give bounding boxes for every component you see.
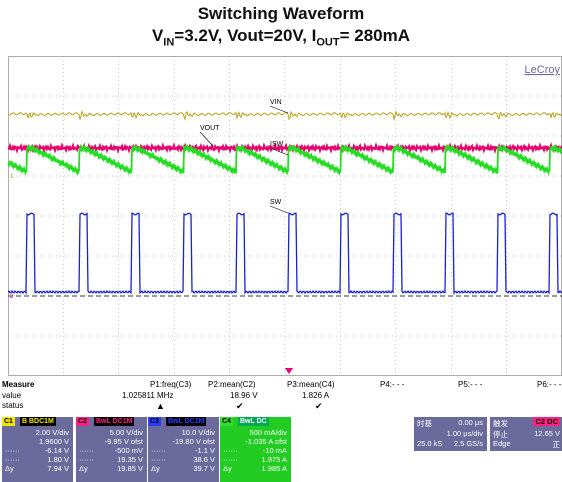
- channel-offset: -19.80 V ofst: [172, 437, 215, 446]
- channel-row-dots: ······: [5, 446, 20, 455]
- channel-vdiv: 2.00 V/div: [35, 428, 69, 437]
- channel-row-dots: ······: [151, 455, 166, 464]
- status-row-label: status: [2, 401, 24, 410]
- channel-vdiv: 500 mA/div: [249, 428, 287, 437]
- channel-readout-2: 19.35 V: [117, 455, 143, 464]
- c2-ground-marker: 2: [10, 294, 14, 300]
- channel-row-delta: Δy: [223, 464, 232, 473]
- trace-label-isw-leader: [269, 147, 289, 156]
- measure-p2-status: ✔: [236, 401, 244, 411]
- channel-coupling-tag: BwL DC1M: [94, 417, 135, 426]
- measure-row-label: Measure: [2, 380, 35, 389]
- channel-coupling-tag: B BDC1M: [20, 417, 56, 426]
- oscilloscope-screen: LeCroy VIN VOUT ISW SW 1 2: [8, 56, 562, 376]
- measure-p3-name[interactable]: P3:mean(C4): [287, 380, 335, 389]
- trigger-position-marker: [285, 368, 293, 374]
- channel-box-c2[interactable]: C2 BwL DC1M 5.00 V/div -9.95 V ofst ······ -5…: [76, 417, 147, 482]
- measure-p2-name[interactable]: P2:mean(C2): [208, 380, 256, 389]
- trace-label-sw: SW: [270, 199, 282, 206]
- timebase-samples: 25.0 kS: [417, 439, 443, 448]
- trace-label-sw-leader: [269, 205, 289, 214]
- channel-offset: -9.95 V ofst: [104, 437, 143, 446]
- trigger-slope: 正: [552, 440, 561, 449]
- channel-row-dots: ······: [223, 455, 238, 464]
- channel-box-c1[interactable]: C1 B BDC1M 2.00 V/div 1.9600 V ······ -6.14 V…: [2, 417, 73, 482]
- channel-row-dots: ······: [5, 455, 20, 464]
- trace-label-vin-leader: [269, 105, 289, 114]
- channel-vdiv: 10.0 V/div: [181, 428, 215, 437]
- trigger-type: Edge: [493, 439, 511, 448]
- traces: [8, 109, 562, 297]
- channel-vdiv: 5.00 V/div: [109, 428, 143, 437]
- figure-title: Switching Waveform: [197, 4, 365, 23]
- channel-coupling-tag: BwL DC: [238, 417, 269, 426]
- channel-row-dots: ······: [223, 446, 238, 455]
- trace-label-vin: VIN: [270, 99, 282, 106]
- channel-coupling-tag: BwL DC1M: [166, 417, 207, 426]
- measure-p5-name[interactable]: P5:- - -: [458, 380, 483, 389]
- trigger-box[interactable]: 触发 C2 DC 停止 12.65 V Edge 正: [490, 417, 562, 451]
- trace-sw: [8, 212, 562, 295]
- trace-isw: [8, 143, 562, 177]
- measure-p1-value: 1.025811 MHz: [122, 391, 174, 400]
- channel-readout-3: 7.94 V: [47, 464, 69, 473]
- measure-p1-name[interactable]: P1:freq(C3): [150, 380, 192, 389]
- trace-vin: [8, 109, 562, 122]
- channel-readout-2: 1.80 V: [47, 455, 69, 464]
- channel-box-c3[interactable]: C3 BwL DC1M 10.0 V/div -19.80 V ofst ······ -…: [148, 417, 219, 482]
- trace-vout: [8, 141, 562, 155]
- channel-readout-1: -1.1 V: [194, 446, 215, 455]
- channel-row-delta: Δy: [79, 464, 88, 473]
- channel-row-delta: Δy: [5, 464, 14, 473]
- measure-p1-status: ▲: [156, 401, 165, 411]
- channel-id: C1: [2, 417, 15, 426]
- subtitle-part1: =3.2V, Vout=20V, I: [174, 26, 317, 45]
- c1-ground-marker: 1: [10, 174, 14, 180]
- trace-label-vout-leader: [199, 131, 214, 147]
- trace-label-isw: ISW: [270, 141, 284, 148]
- channel-row-dots: ······: [151, 446, 166, 455]
- measure-p2-value: 18.96 V: [230, 391, 258, 400]
- trigger-channel: C2 DC: [533, 417, 560, 426]
- channel-readout-3: 19.85 V: [117, 464, 143, 473]
- subtitle-v: V: [151, 26, 164, 45]
- subtitle-v-sub: IN: [163, 36, 175, 49]
- channel-readout-3: 1.985 A: [261, 464, 287, 473]
- channel-box-c4[interactable]: C4 BwL DC 500 mA/div -1.035 A ofst ······ -10…: [220, 417, 291, 482]
- channel-id: C2: [76, 417, 89, 426]
- trigger-mode: 停止: [493, 430, 508, 439]
- timebase-delay: 0.00 μs: [458, 418, 483, 427]
- measure-p3-value: 1.826 A: [302, 391, 330, 400]
- channel-readout-1: -6.14 V: [44, 446, 69, 455]
- channel-readout-2: 1.975 A: [261, 455, 287, 464]
- measure-p4-name[interactable]: P4:- - -: [380, 380, 405, 389]
- measure-p6-name[interactable]: P6:- - -: [537, 380, 562, 389]
- trace-label-vout: VOUT: [200, 125, 220, 132]
- subtitle-part2: = 280mA: [339, 26, 411, 45]
- channel-row-delta: Δy: [151, 464, 160, 473]
- brand-label: LeCroy: [525, 64, 561, 76]
- timebase-tdiv: 1.00 μs/div: [446, 429, 483, 438]
- channel-readout-1: -10 mA: [262, 446, 287, 455]
- value-row-label: value: [2, 391, 22, 400]
- timebase-box[interactable]: 时基 0.00 μs 1.00 μs/div 25.0 kS 2.5 GS/s: [414, 417, 487, 451]
- channel-row-dots: ······: [79, 455, 94, 464]
- channel-offset: 1.9600 V: [38, 437, 69, 446]
- channel-offset: -1.035 A ofst: [245, 437, 287, 446]
- trigger-label: 触发: [493, 419, 508, 428]
- channel-id: C4: [220, 417, 233, 426]
- channel-readout-1: -500 mV: [114, 446, 143, 455]
- subtitle-i-sub: OUT: [316, 36, 340, 49]
- measure-p3-status: ✔: [315, 401, 323, 411]
- figure-subtitle: VIN=3.2V, Vout=20V, IOUT= 280mA: [0, 26, 562, 48]
- timebase-label: 时基: [417, 419, 432, 428]
- trigger-level: 12.65 V: [534, 429, 560, 438]
- channel-row-dots: ······: [79, 446, 94, 455]
- channel-readout-3: 39.7 V: [193, 464, 215, 473]
- channel-id: C3: [148, 417, 161, 426]
- timebase-rate: 2.5 GS/s: [453, 439, 483, 448]
- channel-readout-2: 38.6 V: [193, 455, 215, 464]
